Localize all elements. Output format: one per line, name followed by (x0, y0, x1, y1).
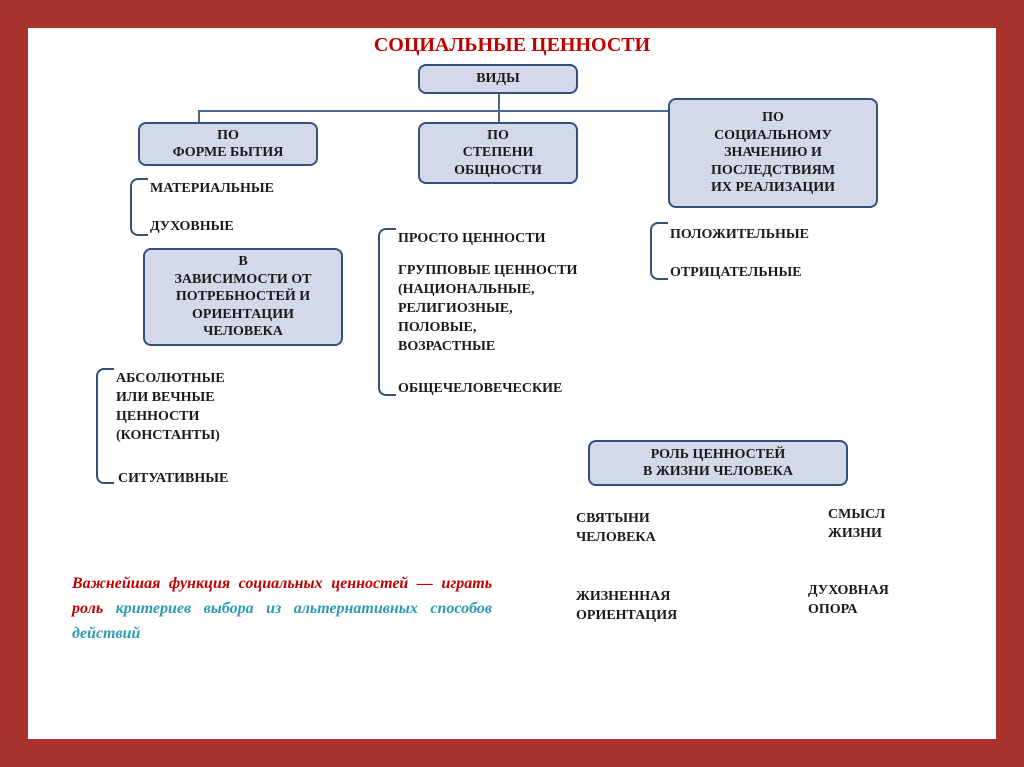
role-item-4: ДУХОВНАЯ ОПОРА (808, 582, 889, 620)
bracket-2 (378, 228, 396, 396)
bracket-1 (130, 178, 148, 236)
items-needs-a: АБСОЛЮТНЫЕ ИЛИ ВЕЧНЫЕ ЦЕННОСТИ (КОНСТАНТ… (116, 370, 225, 446)
role-item-1: СВЯТЫНИ ЧЕЛОВЕКА (576, 510, 656, 548)
items-social-sign: ПОЛОЖИТЕЛЬНЫЕ ОТРИЦАТЕЛЬНЫЕ (670, 226, 809, 283)
items-generality-a: ПРОСТО ЦЕННОСТИ (398, 230, 545, 249)
role-item-2: СМЫСЛ ЖИЗНИ (828, 506, 885, 544)
footnote: Важнейшая функция социальных ценностей —… (72, 572, 492, 646)
node-root: ВИДЫ (418, 64, 578, 94)
diagram-canvas: СОЦИАЛЬНЫЕ ЦЕННОСТИ ВИДЫ ПО ФОРМЕ БЫТИЯ … (28, 28, 996, 739)
items-form-of-being: МАТЕРИАЛЬНЫЕ ДУХОВНЫЕ (150, 180, 274, 237)
node-degree-generality: ПО СТЕПЕНИ ОБЩНОСТИ (418, 122, 578, 184)
role-item-3: ЖИЗНЕННАЯ ОРИЕНТАЦИЯ (576, 588, 677, 626)
connector-v2 (498, 110, 500, 122)
connector-root-v (498, 94, 500, 110)
items-generality-c: ОБЩЕЧЕЛОВЕЧЕСКИЕ (398, 380, 562, 399)
footnote-part-2: критериев выбора из альтернативных спосо… (72, 600, 492, 642)
connector-v1 (198, 110, 200, 122)
outer-frame: СОЦИАЛЬНЫЕ ЦЕННОСТИ ВИДЫ ПО ФОРМЕ БЫТИЯ … (0, 0, 1024, 767)
node-role-values: РОЛЬ ЦЕННОСТЕЙ В ЖИЗНИ ЧЕЛОВЕКА (588, 440, 848, 486)
items-needs-b: СИТУАТИВНЫЕ (118, 470, 228, 489)
page-title: СОЦИАЛЬНЫЕ ЦЕННОСТИ (28, 34, 996, 57)
bracket-3 (650, 222, 668, 280)
node-social-significance: ПО СОЦИАЛЬНОМУ ЗНАЧЕНИЮ И ПОСЛЕДСТВИЯМ И… (668, 98, 878, 208)
items-generality-b: ГРУППОВЫЕ ЦЕННОСТИ (НАЦИОНАЛЬНЫЕ, РЕЛИГИ… (398, 262, 577, 356)
node-needs-orientation: В ЗАВИСИМОСТИ ОТ ПОТРЕБНОСТЕЙ И ОРИЕНТАЦ… (143, 248, 343, 346)
node-form-of-being: ПО ФОРМЕ БЫТИЯ (138, 122, 318, 166)
bracket-4 (96, 368, 114, 484)
